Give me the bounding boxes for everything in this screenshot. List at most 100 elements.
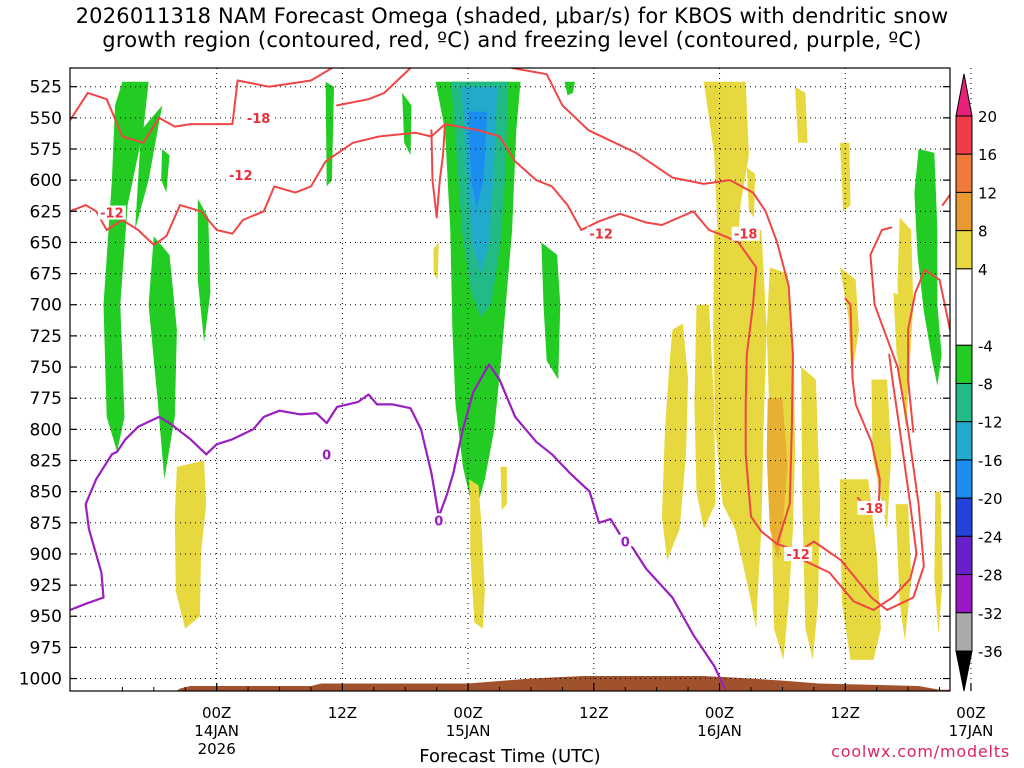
dgz-label-5: -12	[786, 548, 810, 563]
omega-region-sinking-weak-16	[703, 81, 749, 355]
omega-region-sinking-weak-21	[840, 142, 851, 212]
colorbar-label: 20	[978, 108, 997, 126]
contour-label-background	[432, 513, 445, 528]
dgz-contour-4	[444, 123, 663, 231]
colorbar-bin	[955, 268, 973, 346]
dgz-label-2: -12	[100, 207, 124, 222]
colorbar-label: 4	[978, 261, 988, 279]
x-tick-label: 12Z	[579, 704, 608, 722]
colorbar-bin	[955, 535, 973, 576]
y-tick-label: 875	[30, 514, 62, 534]
dgz-contour-5	[70, 68, 75, 69]
omega-region-sinking-weak-23	[801, 367, 821, 660]
omega-region-rising-weak-6	[402, 92, 412, 156]
dgz-label-1: -12	[229, 169, 253, 184]
grid-lines	[70, 68, 972, 691]
omega-region-rising-weak-3	[197, 198, 211, 343]
colorbar-bin	[955, 421, 973, 461]
plot-frame	[69, 67, 951, 692]
omega-region-sinking-weak-30	[934, 491, 943, 635]
colorbar-label: -28	[978, 567, 1003, 585]
y-tick-label: 725	[30, 327, 62, 347]
y-tick-label: 675	[30, 265, 62, 285]
omega-region-sinking-weak-20	[795, 86, 808, 143]
colorbar-bin	[955, 153, 973, 193]
y-tick-label: 900	[30, 545, 62, 565]
x-tick-label: 12Z	[328, 704, 357, 722]
omega-region-sinking-weak-18	[713, 230, 767, 629]
colorbar-label: -36	[978, 643, 1003, 661]
colorbar-bin	[955, 344, 973, 384]
colorbar-label: -12	[978, 414, 1003, 432]
colorbar-bin	[955, 115, 973, 155]
y-tick-label: 925	[30, 576, 62, 596]
colorbar-label: -16	[978, 452, 1003, 470]
dgz-label-7: -12	[972, 433, 996, 448]
x-tick-label: 16JAN	[697, 722, 742, 740]
contour-label-background	[320, 447, 333, 462]
freezing-label-10: 0	[621, 535, 630, 550]
colorbar-bin	[955, 383, 973, 423]
colorbar-bottom-arrow	[955, 650, 973, 692]
colorbar-label: 12	[978, 184, 997, 202]
omega-region-sinking-mod-35	[766, 398, 788, 561]
contour-lines	[70, 68, 950, 690]
y-tick-label: 650	[30, 233, 62, 253]
colorbar-label: -20	[978, 490, 1003, 508]
chart-title: 2026011318 NAM Forecast Omega (shaded, μ…	[0, 4, 1024, 52]
dgz-contour-3	[430, 123, 446, 219]
omega-region-rising-weak-4	[161, 149, 170, 193]
x-tick-label: 00Z	[705, 704, 734, 722]
contour-label-background	[587, 226, 616, 241]
chart-title-line1: 2026011318 NAM Forecast Omega (shaded, μ…	[75, 4, 949, 28]
omega-region-sinking-weak-24	[840, 267, 859, 380]
contour-label-background	[857, 500, 886, 515]
colorbar-bin	[955, 497, 973, 537]
freezing-label-9: 0	[434, 514, 443, 529]
colorbar-label: -32	[978, 605, 1003, 623]
contour-label-background	[784, 546, 813, 561]
omega-region-sinking-weak-33	[500, 466, 507, 511]
chart-title-line2: growth region (contoured, red, ºC) and f…	[102, 28, 922, 52]
colorbar-label: -8	[978, 376, 993, 394]
colorbar-bin	[955, 612, 973, 652]
dgz-label-3: -12	[589, 228, 613, 243]
colorbar-top-arrow	[955, 73, 973, 117]
omega-region-sinking-weak-29	[893, 292, 904, 380]
terrain-layer	[176, 676, 950, 691]
omega-region-sinking-weak-14	[661, 323, 689, 561]
y-tick-label: 800	[30, 420, 62, 440]
omega-region-rising-weak-2	[148, 236, 177, 480]
colorbar-label: 8	[978, 223, 988, 241]
omega-region-rising-weak-8	[541, 242, 561, 380]
y-tick-label: 1000	[19, 670, 62, 690]
contour-label-background	[970, 432, 998, 446]
omega-region-rising-weak-1	[135, 105, 163, 230]
x-axis-label: Forecast Time (UTC)	[419, 746, 600, 767]
colorbar: 20 16 12 8 4 -4 -8 -12 -16 -20 -24 -28 -32 -36	[955, 73, 1003, 692]
y-tick-label: 600	[30, 171, 62, 191]
dgz-contour-7	[776, 226, 925, 611]
y-tick-label: 750	[30, 358, 62, 378]
omega-region-rising-max-13	[468, 111, 487, 208]
dgz-contour-10	[907, 268, 950, 433]
y-tick-label: 700	[30, 296, 62, 316]
dgz-contour-6	[511, 68, 794, 545]
y-axis: 525 550 575 600 625 650 675 700 725 750 775 800 825 8…	[19, 78, 950, 690]
x-tick-label: 14JAN	[194, 722, 239, 740]
omega-region-sinking-weak-25	[840, 479, 881, 660]
colorbar-bin	[955, 230, 973, 270]
credit-text[interactable]: coolwx.com/modelts	[831, 742, 1010, 761]
x-tick-label: 00Z	[202, 704, 231, 722]
omega-region-sinking-weak-28	[897, 217, 914, 430]
y-tick-label: 550	[30, 109, 62, 129]
omega-region-rising-weak-0	[103, 81, 149, 452]
colorbar-bin	[955, 574, 973, 614]
contour-label-background	[97, 205, 126, 220]
x-tick-label: 00Z	[956, 704, 985, 722]
contour-label-background	[226, 168, 255, 183]
colorbar-label: 16	[978, 146, 997, 164]
terrain-surface	[176, 676, 950, 691]
